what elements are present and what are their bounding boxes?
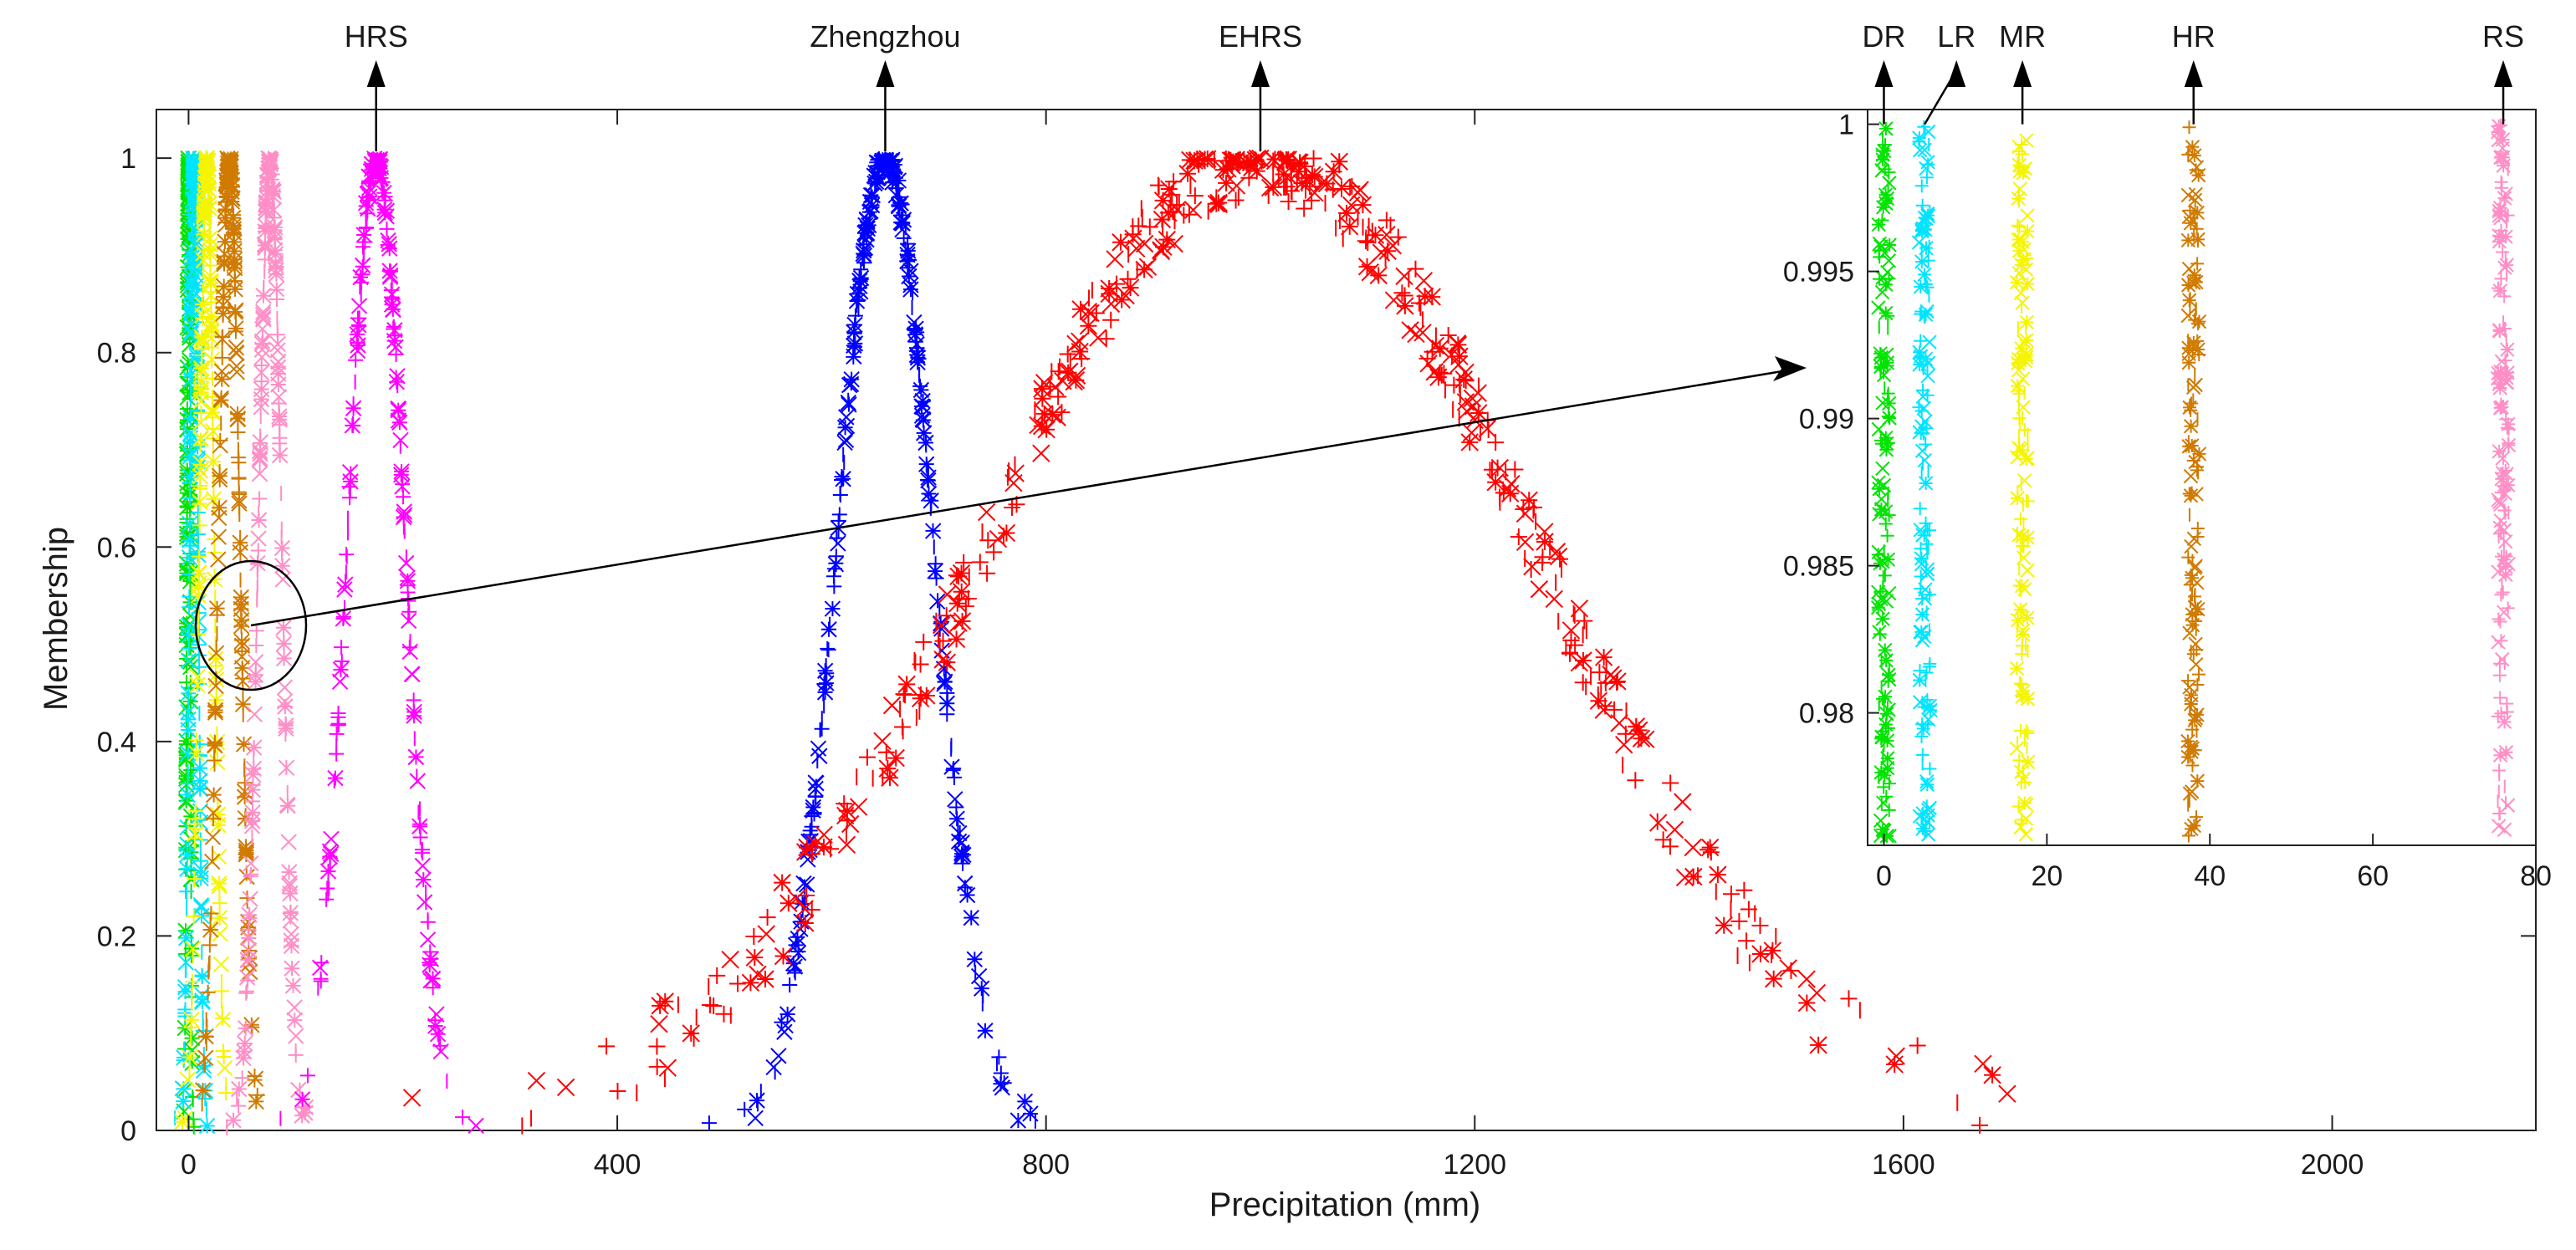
series-rs-point	[246, 761, 261, 776]
series-hrs-point	[408, 749, 423, 764]
series-lr-point	[182, 516, 197, 531]
series-rs-point	[261, 151, 276, 166]
series-rs-point	[245, 783, 260, 798]
series-mr-point	[203, 276, 218, 291]
series-hrs-point	[328, 771, 343, 786]
series-mr-point	[197, 183, 212, 198]
series-hrs-point	[423, 952, 438, 967]
series-hr-point	[217, 211, 233, 226]
series-hr-point	[248, 1094, 263, 1109]
series-rs-point	[268, 267, 284, 282]
series-hr-point	[233, 596, 248, 611]
series-hrs-point	[333, 662, 348, 677]
series-rs-point	[232, 1081, 247, 1096]
series-hrs-point	[346, 401, 361, 416]
series-mr-point	[198, 151, 213, 166]
series-rs-point	[254, 392, 269, 407]
series-lr-point	[184, 277, 199, 292]
series-hrs-point	[295, 1092, 310, 1107]
series-hrs-point	[394, 467, 409, 482]
series-rs-point	[236, 1051, 251, 1066]
series-hr-point	[227, 252, 243, 267]
series-rs-point	[238, 1021, 253, 1036]
series-hrs-point	[412, 819, 427, 834]
series-hrs-point	[416, 872, 431, 887]
series-rs-point	[226, 1113, 241, 1128]
series-lr-point	[191, 548, 206, 563]
series-rs-point	[240, 952, 255, 967]
series-rs-point	[252, 513, 267, 528]
series-hrs-point	[400, 574, 415, 589]
series-lr-point	[180, 861, 195, 876]
series-rs-point	[272, 412, 287, 427]
series-hrs-point	[356, 227, 371, 242]
series-dr-point	[185, 1031, 200, 1046]
series-hrs-point	[382, 241, 397, 256]
series-hrs-point	[376, 186, 391, 201]
series-mr-point	[189, 746, 204, 761]
series-hr-point	[210, 601, 225, 616]
series-rs-point	[245, 814, 260, 829]
series-mr-point	[212, 876, 227, 891]
series-rs-point	[258, 219, 273, 234]
series-hr-point	[214, 372, 229, 387]
series-hr-point	[198, 1029, 213, 1044]
series-lr-point	[176, 1094, 191, 1109]
series-hr-point	[227, 222, 242, 237]
series-lr-point	[200, 1119, 215, 1134]
series-hr-point	[212, 500, 227, 515]
series-lr-point	[181, 722, 196, 737]
series-rs-point	[277, 651, 292, 666]
series-hr-point	[237, 737, 252, 752]
series-hr-point	[234, 619, 249, 634]
series-rs-point	[287, 1013, 302, 1028]
series-hrs-point	[321, 864, 336, 879]
series-hr-point	[213, 393, 228, 408]
series-hr-point	[203, 922, 218, 937]
series-hrs-point	[353, 270, 368, 285]
series-hr-point	[207, 788, 222, 803]
series-hr-point	[233, 535, 248, 550]
series-rs-point	[276, 620, 291, 635]
series-rs-point	[276, 636, 291, 651]
series-hrs-point	[365, 166, 380, 181]
series-rs-point	[258, 204, 273, 219]
series-dr-point	[179, 768, 194, 783]
series-hr-point	[207, 737, 222, 753]
series-hr-point	[220, 176, 235, 191]
series-rs-point	[238, 1036, 253, 1051]
series-hrs-point	[406, 704, 422, 719]
series-rs-point	[271, 360, 286, 375]
series-hrs-point	[385, 297, 400, 312]
series-rs-point	[284, 961, 299, 976]
series-lr-point	[180, 787, 195, 802]
series-rs-point	[266, 184, 281, 199]
series-rs-point	[280, 798, 295, 814]
series-hr-point	[217, 254, 232, 269]
series-hrs-point	[345, 418, 360, 433]
series-rs-point	[241, 931, 256, 946]
series-hr-point	[196, 1083, 211, 1098]
series-rs-point	[286, 978, 301, 993]
series-hr-point	[221, 156, 236, 171]
series-lr-point	[178, 984, 193, 999]
series-hr-point	[230, 406, 245, 421]
